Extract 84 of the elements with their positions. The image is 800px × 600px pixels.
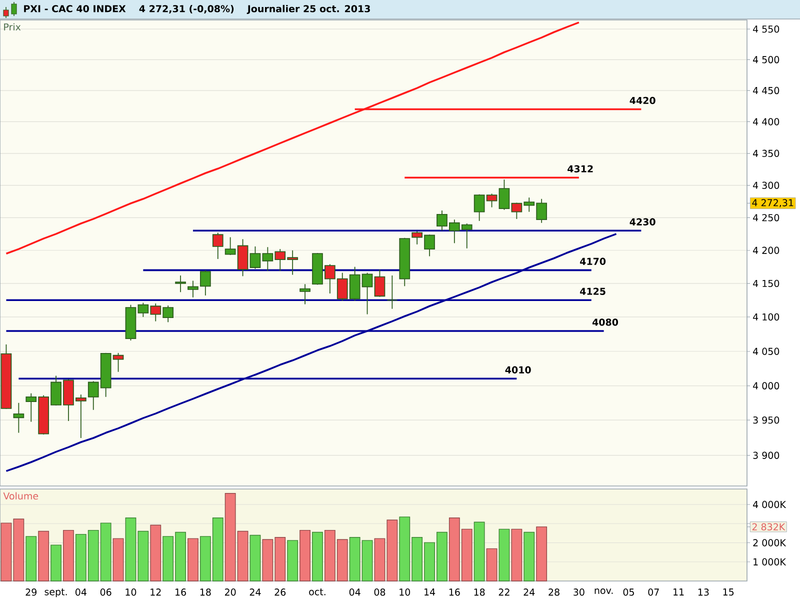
y-tick-label: 4 000K <box>753 500 786 508</box>
bar <box>63 530 74 582</box>
candlestick <box>374 269 386 298</box>
y-tick-label: 4 400 <box>753 118 780 126</box>
bar <box>536 526 548 582</box>
y-tick-label: 4 000 <box>753 382 780 390</box>
candlestick <box>175 275 186 293</box>
series-label: 4230 <box>630 218 656 226</box>
x-tick-label: 10 <box>126 588 136 596</box>
x-tick-label: 06 <box>100 588 112 596</box>
x-tick-label: 20 <box>224 588 236 596</box>
y-tick-label: 4 250 <box>753 214 780 222</box>
bar <box>524 532 535 582</box>
x-tick-label: 12 <box>150 588 161 596</box>
bar <box>300 530 310 582</box>
y-tick-label: 2 832K <box>752 523 786 530</box>
y-tick-label: 4 100 <box>753 313 780 321</box>
y-tick-label: 1 000K <box>754 558 786 566</box>
x-tick-label: 13 <box>698 588 709 596</box>
y-tick-label: 4 450 <box>753 86 780 94</box>
x-tick-label: 26 <box>274 588 286 596</box>
x-tick-label: 30 <box>574 588 584 596</box>
candlestick <box>386 275 398 310</box>
x-tick-label: 28 <box>548 588 560 596</box>
bar <box>287 540 298 582</box>
x-tick-label: 05 <box>623 588 634 596</box>
series-label: 4010 <box>505 366 531 374</box>
candlestick <box>188 280 198 298</box>
x-tick-label: 15 <box>723 588 734 596</box>
candlestick <box>13 402 24 434</box>
y-tick-label: 4 272,31 <box>752 199 794 208</box>
bar <box>312 532 323 582</box>
x-tick-label: 07 <box>648 588 659 596</box>
bar <box>150 524 162 582</box>
chart-title: PXI - CAC 40 INDEX <box>24 5 126 12</box>
y-tick-label: 2 000K <box>753 539 786 546</box>
chart-subtitle: 4 272,31 (-0,08%) <box>139 4 234 14</box>
bar <box>188 538 198 582</box>
series-label: 4125 <box>580 288 606 295</box>
x-tick-label: sept. <box>44 588 67 598</box>
y-tick-label: 3 900 <box>753 452 780 459</box>
x-tick-label: 24 <box>524 588 535 596</box>
bar <box>511 528 522 582</box>
bar <box>250 534 261 582</box>
bar <box>112 538 124 582</box>
y-tick-label: 4 300 <box>753 182 780 189</box>
x-tick-label: 18 <box>474 588 485 596</box>
bar <box>38 530 50 582</box>
y-tick-label: 4 500 <box>753 56 780 64</box>
y-tick-label: 4 050 <box>753 348 780 355</box>
series-label: 4420 <box>630 96 656 104</box>
series-label: 4080 <box>592 318 618 326</box>
text: Journalier 25 oct. 2013 <box>246 4 370 14</box>
bar <box>474 522 485 582</box>
x-tick-label: 04 <box>76 588 86 596</box>
bar <box>50 544 62 582</box>
x-tick-label: 14 <box>424 588 436 596</box>
x-tick-label: 24 <box>250 588 261 596</box>
y-tick-label: 4 200 <box>753 246 780 254</box>
x-tick-label: 29 <box>26 588 37 596</box>
x-tick-label: 16 <box>176 588 186 596</box>
x-tick-label: oct. <box>309 588 326 596</box>
y-tick-label: 4 350 <box>753 150 780 157</box>
y-axis-title: Volume <box>3 492 38 500</box>
y-tick-label: 3 950 <box>753 416 780 424</box>
x-tick-label: 04 <box>349 588 360 596</box>
y-tick-label: 4 150 <box>753 280 780 288</box>
x-tick-label: 11 <box>674 588 684 596</box>
bar <box>486 548 498 582</box>
series-label: 4170 <box>580 258 606 265</box>
x-tick-label: 22 <box>498 588 510 596</box>
x-tick-label: nov. <box>594 588 613 594</box>
bar <box>26 536 37 582</box>
x-tick-label: 18 <box>200 588 211 596</box>
series-label: 4312 <box>568 165 593 172</box>
y-tick-label: 4 550 <box>753 25 780 33</box>
x-tick-label: 16 <box>449 588 460 596</box>
candlestick <box>200 270 211 296</box>
x-tick-label: 10 <box>400 588 410 596</box>
candlestick <box>212 232 224 260</box>
candlestick <box>300 284 310 305</box>
bar <box>498 528 510 582</box>
y-axis-title: Prix <box>4 23 21 30</box>
x-tick-label: 08 <box>374 588 386 596</box>
